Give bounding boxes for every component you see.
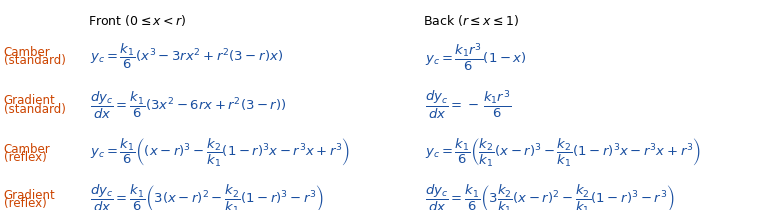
Text: $\dfrac{dy_c}{dx} = \dfrac{k_1}{6}\left(3\dfrac{k_2}{k_1}(x-r)^2 - \dfrac{k_2}{k: $\dfrac{dy_c}{dx} = \dfrac{k_1}{6}\left(…: [425, 183, 675, 210]
Text: Gradient: Gradient: [4, 94, 56, 108]
Text: Gradient: Gradient: [4, 189, 56, 202]
Text: (reflex): (reflex): [4, 151, 46, 164]
Text: Camber: Camber: [4, 143, 50, 156]
Text: (standard): (standard): [4, 102, 66, 116]
Text: $y_c = \dfrac{k_1 r^3}{6}(1-x)$: $y_c = \dfrac{k_1 r^3}{6}(1-x)$: [425, 41, 527, 73]
Text: $y_c = \dfrac{k_1}{6}\left((x-r)^3 - \dfrac{k_2}{k_1}(1-r)^3 x - r^3 x + r^3\rig: $y_c = \dfrac{k_1}{6}\left((x-r)^3 - \df…: [90, 137, 351, 169]
Text: $y_c = \dfrac{k_1}{6}\left(\dfrac{k_2}{k_1}(x-r)^3 - \dfrac{k_2}{k_1}(1-r)^3 x -: $y_c = \dfrac{k_1}{6}\left(\dfrac{k_2}{k…: [425, 137, 701, 169]
Text: $y_c = \dfrac{k_1}{6}\left(x^3 - 3rx^2 + r^2(3-r)x\right)$: $y_c = \dfrac{k_1}{6}\left(x^3 - 3rx^2 +…: [90, 42, 283, 71]
Text: $\dfrac{dy_c}{dx} = -\,\dfrac{k_1 r^3}{6}$: $\dfrac{dy_c}{dx} = -\,\dfrac{k_1 r^3}{6…: [425, 89, 511, 121]
Text: Back $(r \leq x \leq 1)$: Back $(r \leq x \leq 1)$: [423, 13, 519, 28]
Text: Front $(0 \leq x < r)$: Front $(0 \leq x < r)$: [88, 13, 186, 28]
Text: (standard): (standard): [4, 54, 66, 67]
Text: $\dfrac{dy_c}{dx} = \dfrac{k_1}{6}\left(3x^2 - 6rx + r^2(3-r)\right)$: $\dfrac{dy_c}{dx} = \dfrac{k_1}{6}\left(…: [90, 89, 287, 121]
Text: (reflex): (reflex): [4, 197, 46, 210]
Text: $\dfrac{dy_c}{dx} = \dfrac{k_1}{6}\left(3(x-r)^2 - \dfrac{k_2}{k_1}(1-r)^3 - r^3: $\dfrac{dy_c}{dx} = \dfrac{k_1}{6}\left(…: [90, 183, 324, 210]
Text: Camber: Camber: [4, 46, 50, 59]
